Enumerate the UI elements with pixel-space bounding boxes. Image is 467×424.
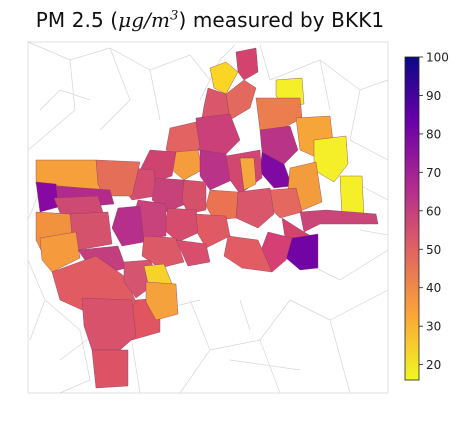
colorbar-tick-label: 50 [426, 243, 441, 257]
colorbar-tick-label: 90 [426, 89, 441, 103]
colorbar-gradient [405, 57, 419, 380]
colorbar-ticks: 20 30 40 50 60 70 80 90 100 [419, 51, 449, 373]
colorbar-tick-label: 100 [426, 51, 449, 65]
colorbar-tick-label: 30 [426, 320, 441, 334]
colorbar-tick-label: 40 [426, 281, 441, 295]
colorbar-tick-label: 70 [426, 166, 441, 180]
colorbar-tick-label: 80 [426, 127, 441, 141]
colorbar-tick-label: 60 [426, 204, 441, 218]
colorbar-tick-label: 20 [426, 358, 441, 372]
